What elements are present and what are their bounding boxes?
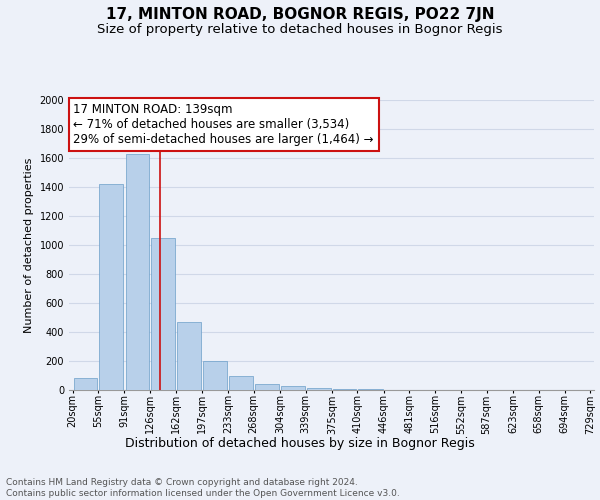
Bar xyxy=(99,184,124,390)
Text: Contains HM Land Registry data © Crown copyright and database right 2024.
Contai: Contains HM Land Registry data © Crown c… xyxy=(6,478,400,498)
Bar xyxy=(307,388,331,390)
Bar xyxy=(151,238,175,390)
Bar xyxy=(358,389,383,390)
Bar xyxy=(333,388,356,390)
Bar xyxy=(229,376,253,390)
Bar xyxy=(125,154,149,390)
Bar xyxy=(74,378,97,390)
Bar xyxy=(178,322,201,390)
Text: 17 MINTON ROAD: 139sqm
← 71% of detached houses are smaller (3,534)
29% of semi-: 17 MINTON ROAD: 139sqm ← 71% of detached… xyxy=(73,103,374,146)
Y-axis label: Number of detached properties: Number of detached properties xyxy=(24,158,34,332)
Bar xyxy=(203,361,227,390)
Text: 17, MINTON ROAD, BOGNOR REGIS, PO22 7JN: 17, MINTON ROAD, BOGNOR REGIS, PO22 7JN xyxy=(106,8,494,22)
Bar xyxy=(281,386,305,390)
Text: Size of property relative to detached houses in Bognor Regis: Size of property relative to detached ho… xyxy=(97,23,503,36)
Bar xyxy=(255,384,279,390)
Text: Distribution of detached houses by size in Bognor Regis: Distribution of detached houses by size … xyxy=(125,438,475,450)
